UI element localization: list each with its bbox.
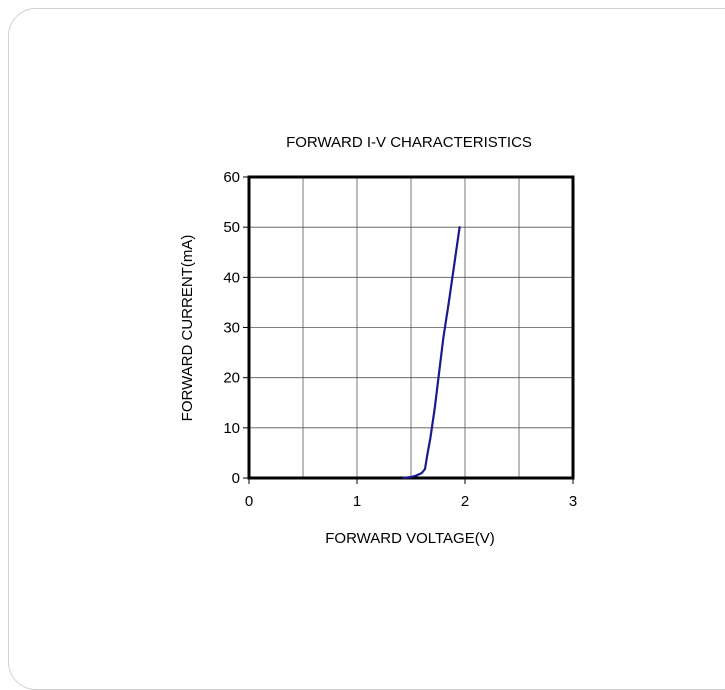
y-tick-label: 20 bbox=[223, 370, 240, 387]
y-tick-label: 10 bbox=[223, 420, 240, 437]
chart-title: FORWARD I-V CHARACTERISTICS bbox=[286, 134, 532, 151]
iv-curve-line bbox=[402, 226, 461, 480]
x-axis-label: FORWARD VOLTAGE(V) bbox=[325, 530, 494, 547]
x-tick-label: 3 bbox=[569, 493, 577, 510]
x-tick-labels: 0 1 2 3 bbox=[245, 478, 577, 510]
y-tick-label: 40 bbox=[223, 269, 240, 286]
y-tick-label: 60 bbox=[223, 169, 240, 186]
iv-chart: FORWARD I-V CHARACTERISTICS 010203040506… bbox=[179, 134, 577, 547]
y-tick-label: 50 bbox=[223, 219, 240, 236]
chart-card bbox=[8, 8, 725, 690]
y-tick-labels: 0 10 20 30 40 50 60 bbox=[223, 169, 249, 487]
x-tick-label: 2 bbox=[461, 493, 469, 510]
grid-lines bbox=[249, 177, 573, 478]
y-tick-label: 0 bbox=[232, 470, 240, 487]
y-tick-label: 30 bbox=[223, 320, 240, 337]
x-tick-label: 1 bbox=[353, 493, 361, 510]
x-tick-label: 0 bbox=[245, 493, 253, 510]
y-axis-label: FORWARD CURRENT(mA) bbox=[179, 235, 196, 422]
